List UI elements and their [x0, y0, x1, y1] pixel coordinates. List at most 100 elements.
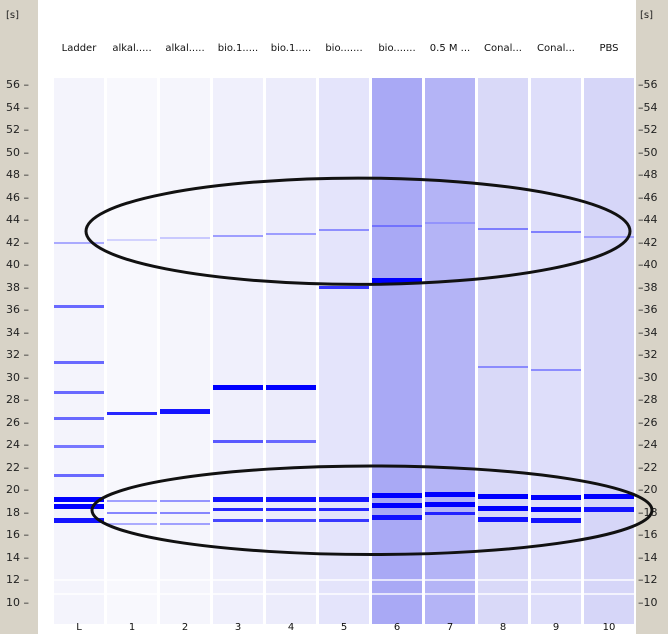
lane-number: 9	[552, 622, 560, 633]
tick-label-right: –22	[638, 460, 658, 474]
gel-band	[478, 366, 528, 369]
tick-label-right: –40	[638, 258, 658, 271]
tick-label-right: –48	[638, 168, 658, 181]
lane-label: bio.......	[378, 43, 416, 54]
tick-label-left: 54 –	[6, 100, 29, 114]
tick-label-right: –30	[638, 370, 658, 384]
gel-band-faint	[372, 579, 422, 581]
gel-band	[319, 507, 369, 511]
tick-label-right: –54	[638, 100, 658, 114]
gel-band	[319, 229, 369, 232]
lane-number: 2	[181, 622, 189, 633]
gel-band	[213, 496, 263, 502]
gel-band	[425, 502, 475, 508]
gel-band	[107, 412, 157, 415]
gel-band	[213, 507, 263, 511]
tick-label-right: –34	[638, 325, 658, 339]
gel-band-faint	[478, 579, 528, 581]
lane-number: 6	[393, 622, 401, 633]
gel-band	[531, 506, 581, 512]
gel-band	[372, 224, 422, 227]
gel-band	[266, 507, 316, 511]
tick-label-left: 46 –	[6, 190, 29, 204]
gel-band	[584, 506, 634, 512]
gel-band	[107, 500, 157, 503]
tick-label-left: 28 –	[6, 393, 29, 406]
tick-label-right: –10	[638, 595, 658, 609]
tick-label-left: 12 –	[6, 573, 29, 586]
gel-band	[54, 390, 104, 394]
gel-band	[107, 511, 157, 514]
gel-band	[266, 440, 316, 444]
gel-band	[531, 517, 581, 523]
lane-number: 10	[602, 622, 616, 633]
tick-label-left: 32 –	[6, 348, 29, 361]
lane-number: 7	[446, 622, 454, 633]
tick-label-left: 20 –	[6, 483, 29, 496]
tick-label-left: 52 –	[6, 123, 29, 136]
gel-lane	[425, 78, 475, 624]
gel-band	[54, 361, 104, 365]
gel-band	[160, 237, 210, 239]
tick-label-right: –14	[638, 550, 658, 564]
lane-number: 5	[340, 622, 348, 633]
gel-lane	[319, 78, 369, 624]
gel-band	[160, 511, 210, 514]
tick-label-left: 40 –	[6, 258, 29, 271]
gel-band	[478, 505, 528, 511]
tick-label-left: 14 –	[6, 550, 29, 564]
lane-label: 0.5 M ...	[429, 43, 471, 54]
gel-band	[54, 473, 104, 477]
lane-number: 4	[287, 622, 295, 633]
axis-unit-label-left: [s]	[6, 10, 20, 21]
tick-label-right: –26	[638, 415, 658, 429]
gel-lane	[160, 78, 210, 624]
tick-label-right: –36	[638, 303, 658, 316]
gel-band	[319, 286, 369, 289]
gel-band	[266, 518, 316, 522]
lane-label: Conal...	[537, 43, 575, 54]
gel-lane	[54, 78, 104, 624]
gel-band	[425, 512, 475, 516]
gel-band-faint	[531, 592, 581, 595]
tick-label-left: 56 –	[6, 78, 29, 91]
gel-band	[54, 241, 104, 244]
gel-band	[213, 518, 263, 522]
tick-label-left: 38 –	[6, 280, 29, 294]
gel-band	[319, 496, 369, 502]
tick-label-right: –52	[638, 123, 658, 136]
gel-band-faint	[372, 592, 422, 595]
gel-lane	[213, 78, 263, 624]
tick-label-left: 16 –	[6, 528, 29, 541]
tick-label-right: –44	[638, 213, 658, 226]
gel-band-faint	[160, 592, 210, 595]
tick-label-left: 24 –	[6, 438, 29, 451]
tick-label-left: 50 –	[6, 145, 29, 159]
gel-band-faint	[107, 592, 157, 595]
gel-band	[107, 239, 157, 242]
tick-label-left: 36 –	[6, 303, 29, 316]
tick-label-left: 10 –	[6, 595, 29, 609]
lane-label: Ladder	[61, 43, 97, 54]
tick-label-right: –16	[638, 528, 658, 541]
tick-label-left: 18 –	[6, 505, 29, 519]
lane-label: bio.1.....	[270, 43, 312, 54]
gel-band	[54, 305, 104, 309]
gel-band	[425, 492, 475, 497]
gel-band	[54, 504, 104, 510]
gel-band	[54, 416, 104, 420]
lane-number: 3	[234, 622, 242, 633]
tick-label-left: 44 –	[6, 213, 29, 226]
gel-band	[478, 228, 528, 230]
lane-label: PBS	[599, 43, 619, 54]
gel-band	[319, 518, 369, 522]
highlight-ellipse	[84, 176, 632, 286]
gel-lane	[266, 78, 316, 624]
tick-label-left: 30 –	[6, 370, 29, 384]
gel-band	[584, 494, 634, 500]
gel-band-faint	[160, 579, 210, 581]
gel-band-faint	[425, 592, 475, 595]
gel-band-faint	[54, 592, 104, 595]
gel-band-faint	[531, 579, 581, 581]
axis-unit-label-right: [s]	[640, 10, 654, 21]
